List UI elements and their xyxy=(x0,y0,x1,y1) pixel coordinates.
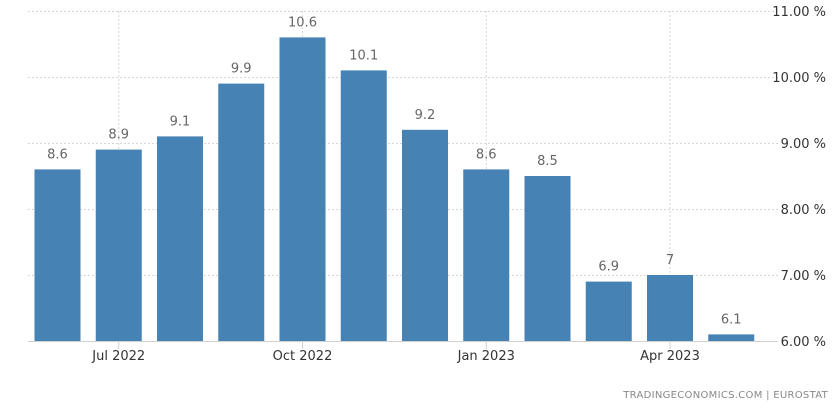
source-credit: TRADINGECONOMICS.COM | EUROSTAT xyxy=(622,390,828,401)
y-tick-label: 10.00 % xyxy=(772,71,826,86)
x-tick-label: Jul 2022 xyxy=(91,349,145,364)
bar[interactable] xyxy=(585,281,632,341)
bar[interactable] xyxy=(524,176,571,341)
x-axis: Jul 2022 Oct 2022 Jan 2023 Apr 2023 xyxy=(28,341,778,364)
data-label: 6.9 xyxy=(598,260,619,275)
bar[interactable] xyxy=(34,169,81,341)
bar[interactable] xyxy=(402,129,448,341)
data-label: 9.2 xyxy=(415,108,436,123)
data-label: 9.9 xyxy=(231,62,252,77)
bars xyxy=(34,37,755,342)
bar[interactable] xyxy=(647,275,693,341)
data-label: 6.1 xyxy=(721,312,742,327)
y-tick-label: 7.00 % xyxy=(781,269,826,284)
bar[interactable] xyxy=(218,83,265,341)
data-label: 10.6 xyxy=(288,15,317,30)
y-tick-label: 8.00 % xyxy=(781,203,826,218)
x-tick-label: Apr 2023 xyxy=(640,349,700,364)
data-label: 10.1 xyxy=(349,48,378,63)
data-label: 7 xyxy=(666,253,674,268)
data-labels: 8.6 8.9 9.1 9.9 10.6 10.1 9.2 8.6 8.5 6.9 7 6.1 xyxy=(47,15,741,327)
data-label: 9.1 xyxy=(170,114,191,129)
data-label: 8.5 xyxy=(537,154,558,169)
bar[interactable] xyxy=(95,149,142,341)
y-axis: 6.00 % 7.00 % 8.00 % 9.00 % 10.00 % 11.00 % xyxy=(772,5,826,350)
y-tick-label: 6.00 % xyxy=(781,335,826,350)
bar[interactable] xyxy=(279,37,326,342)
bar[interactable] xyxy=(463,169,510,341)
bar[interactable] xyxy=(708,334,755,341)
bar[interactable] xyxy=(340,70,387,342)
data-label: 8.6 xyxy=(476,147,497,162)
data-label: 8.9 xyxy=(108,128,129,143)
x-tick-label: Oct 2022 xyxy=(273,349,333,364)
data-label: 8.6 xyxy=(47,147,68,162)
bar[interactable] xyxy=(157,136,203,341)
y-tick-label: 11.00 % xyxy=(772,5,826,20)
x-tick-label: Jan 2023 xyxy=(457,349,515,364)
y-tick-label: 9.00 % xyxy=(781,137,826,152)
